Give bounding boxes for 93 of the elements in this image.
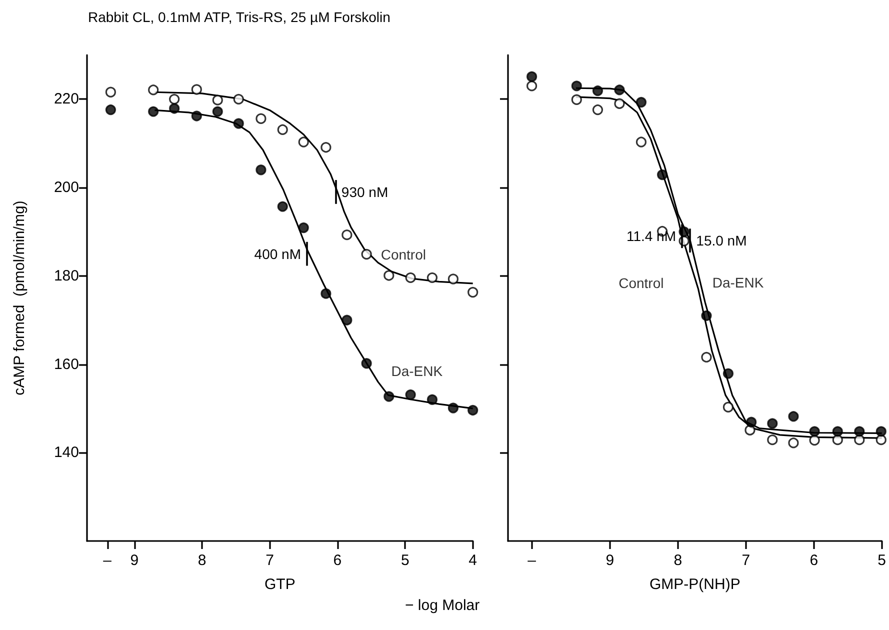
point (342, 230, 352, 240)
x-tick-label: 5 (400, 552, 410, 569)
point (657, 169, 668, 180)
point (832, 426, 843, 437)
point (320, 142, 332, 153)
point (384, 270, 394, 281)
point (854, 426, 865, 437)
x-tick-label: 9 (606, 552, 614, 569)
point (448, 402, 458, 414)
point (571, 94, 582, 105)
point (767, 434, 778, 446)
y-tick-label: 220 (54, 90, 79, 108)
point (384, 391, 394, 402)
point (701, 352, 712, 362)
point (571, 80, 582, 92)
x-tick-label: – (528, 552, 537, 569)
x-tick-label: 5 (878, 552, 886, 569)
series-label: Da-ENK (712, 274, 764, 291)
series-label: Control (380, 246, 426, 262)
point (212, 106, 223, 117)
point (876, 434, 886, 446)
point (722, 402, 734, 412)
point (277, 124, 288, 135)
point (788, 438, 799, 448)
point (788, 411, 799, 422)
series-label: Da-ENK (391, 363, 444, 380)
annotation: 11.4 nM (626, 228, 676, 244)
point (169, 103, 180, 114)
x-axis-title: GMP-P(NH)P (650, 576, 740, 593)
x-tick-label: 8 (674, 552, 682, 569)
point (722, 368, 734, 379)
point (746, 416, 757, 428)
point (256, 113, 266, 124)
point (526, 80, 538, 92)
x-tick-label: 9 (130, 552, 139, 569)
point (405, 272, 416, 283)
point (809, 426, 820, 437)
x-tick-label: 7 (742, 552, 750, 569)
point (854, 434, 865, 446)
point (256, 164, 266, 176)
point (468, 286, 478, 298)
annotation: 400 nM (254, 246, 301, 262)
point (342, 314, 352, 326)
x-tick-label: 6 (810, 552, 818, 569)
point (426, 272, 438, 283)
point (809, 434, 820, 446)
point (191, 110, 202, 122)
point (212, 94, 223, 106)
point (636, 96, 647, 108)
point (426, 394, 438, 405)
point (701, 310, 712, 321)
point (614, 98, 625, 109)
point (361, 358, 372, 369)
point (105, 86, 116, 98)
y-tick-label: 160 (54, 356, 79, 373)
point (233, 118, 244, 129)
point (298, 222, 309, 234)
x-tick-label: 6 (333, 552, 342, 569)
point (876, 426, 886, 437)
point (767, 418, 778, 429)
x-tick-label: 4 (468, 552, 477, 569)
point (636, 136, 647, 148)
y-tick-label: 180 (54, 267, 79, 284)
point (448, 274, 458, 284)
point (148, 84, 159, 96)
x-axis-title: GTP (264, 576, 296, 593)
point (277, 201, 288, 212)
point (148, 106, 159, 117)
point (592, 85, 604, 96)
annotation: 930 nM (341, 184, 388, 200)
text: Control (618, 275, 664, 292)
point (468, 404, 478, 416)
point (233, 94, 244, 104)
point (105, 104, 116, 116)
annotation: 15.0 nM (696, 232, 747, 249)
point (832, 434, 843, 446)
x-tick-label: – (103, 552, 112, 569)
point (320, 288, 332, 299)
chart-title: Rabbit CL, 0.1mM ATP, Tris-RS, 25 µM Forskolin (88, 9, 390, 25)
x-tick-label: 7 (266, 552, 274, 569)
y-tick-label: 140 (54, 444, 79, 462)
y-tick-label: 200 (54, 179, 79, 196)
x-tick-label: 8 (198, 552, 206, 569)
point (526, 71, 538, 82)
point (298, 136, 309, 148)
y-axis-title: cAMP formed (pmol/min/mg) (11, 200, 28, 396)
point (592, 104, 604, 116)
point (361, 248, 372, 260)
point (191, 84, 202, 95)
point (169, 94, 180, 104)
text: − log Molar (405, 597, 480, 614)
point (405, 389, 416, 400)
point (614, 84, 625, 96)
